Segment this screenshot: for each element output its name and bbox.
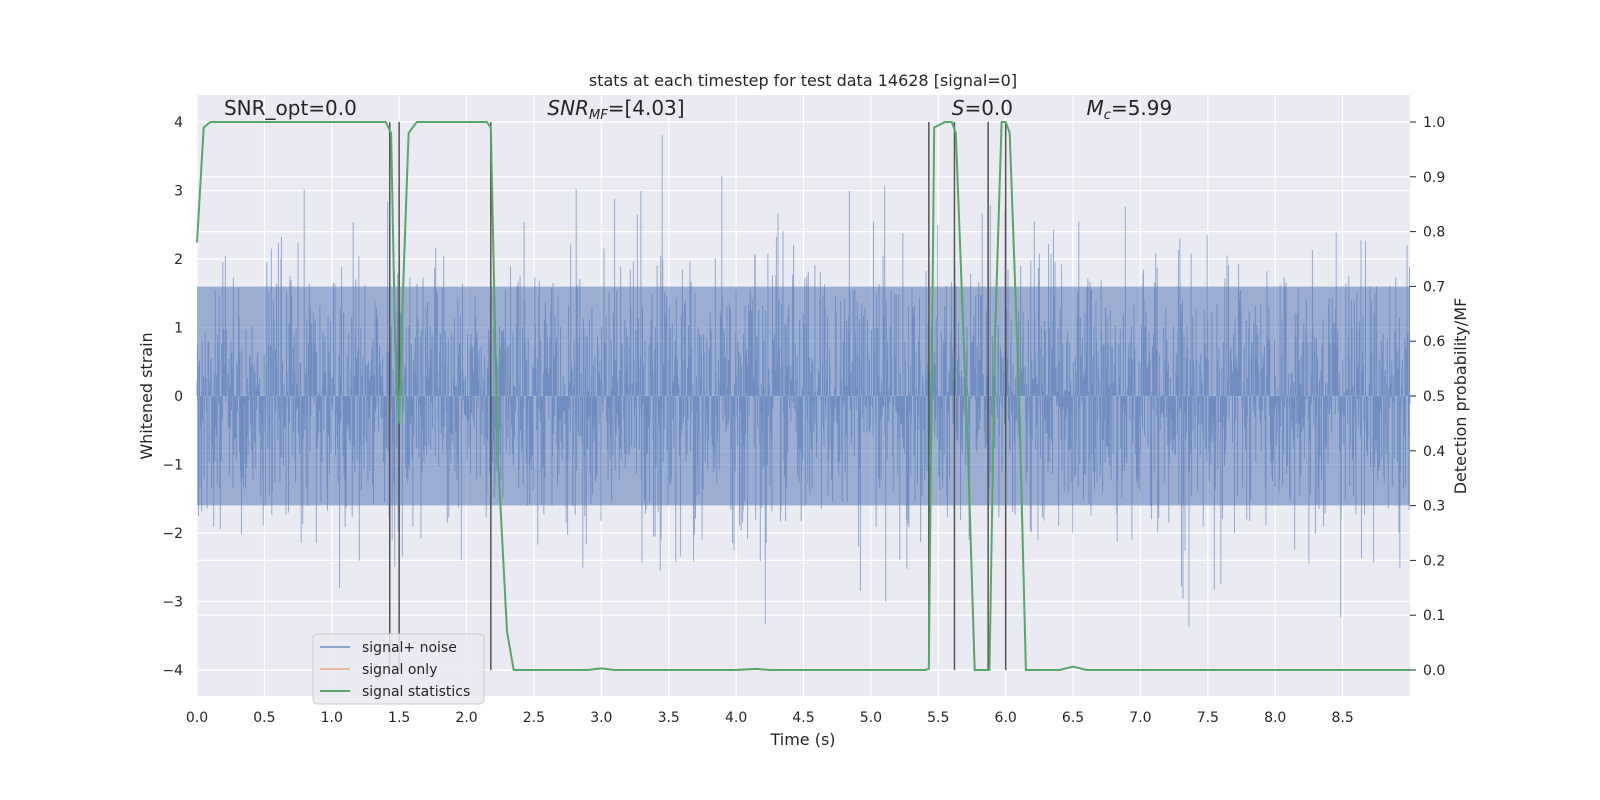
y-tick-label-2: −2 — [162, 526, 183, 542]
y-tick-label-7: 3 — [174, 184, 183, 200]
vertical-markers — [388, 122, 1007, 670]
series-signal-statistics — [196, 121, 1410, 671]
x-tick-label-12: 6.0 — [995, 710, 1017, 726]
annotation-1: SNRMF=[4.03] — [547, 96, 684, 123]
x-axis-label: Time (s) — [769, 730, 835, 749]
x-tick-label-11: 5.5 — [927, 710, 949, 726]
x-tick-label-1: 0.5 — [253, 710, 275, 726]
y2-tick-label-8: 0.8 — [1423, 225, 1445, 241]
x-tick-label-15: 7.5 — [1197, 710, 1219, 726]
y2-tick-label-2: 0.2 — [1423, 553, 1445, 569]
y2-tick-label-6: 0.6 — [1423, 334, 1445, 350]
x-tick-label-5: 2.5 — [523, 710, 545, 726]
chart-title: stats at each timestep for test data 146… — [589, 71, 1017, 90]
annotations: SNR_opt=0.0 SNRMF=[4.03] S=0.0 Mc=5.99 — [224, 96, 1172, 123]
annotation-3: Mc=5.99 — [1087, 96, 1173, 123]
y2-tick-label-10: 1.0 — [1423, 115, 1445, 131]
x-tick-label-14: 7.0 — [1129, 710, 1151, 726]
signal-statistics-line — [196, 121, 1410, 671]
x-tick-label-3: 1.5 — [388, 710, 410, 726]
y-tick-label-3: −1 — [162, 458, 183, 474]
legend-box — [312, 633, 485, 705]
y2-tick-label-3: 0.3 — [1423, 499, 1445, 515]
legend-label-signal-noise: signal+ noise — [362, 640, 457, 656]
y-tick-label-8: 4 — [174, 115, 183, 131]
annotation-2: S=0.0 — [952, 96, 1013, 120]
y-axis-label: Whitened strain — [137, 332, 156, 459]
legend: signal+ noise signal only signal statist… — [312, 633, 485, 705]
y-tick-label-6: 2 — [174, 252, 183, 268]
x-tick-label-8: 4.0 — [725, 710, 747, 726]
y2-tick-label-9: 0.9 — [1423, 170, 1445, 186]
x-tick-label-13: 6.5 — [1062, 710, 1084, 726]
y2-axis-label: Detection probability/MF — [1451, 298, 1470, 495]
y2-tick-label-5: 0.5 — [1423, 389, 1445, 405]
x-tick-label-16: 8.0 — [1264, 710, 1286, 726]
y2-tick-label-4: 0.4 — [1423, 444, 1445, 460]
legend-label-signal-only: signal only — [362, 662, 437, 678]
x-tick-label-9: 4.5 — [792, 710, 814, 726]
x-tick-label-2: 1.0 — [321, 710, 343, 726]
y2-tick-label-7: 0.7 — [1423, 279, 1445, 295]
y2-tick-label-1: 0.1 — [1423, 608, 1445, 624]
y-axis-ticks: −4 −3 −2 −1 0 1 2 3 4 — [162, 115, 183, 679]
x-tick-label-10: 5.0 — [860, 710, 882, 726]
x-tick-label-4: 2.0 — [455, 710, 477, 726]
legend-label-signal-statistics: signal statistics — [362, 684, 470, 700]
y2-axis-ticks: 0.0 0.1 0.2 0.3 0.4 0.5 0.6 0.7 0.8 0.9 1.0 — [1410, 115, 1445, 679]
y2-tick-label-0: 0.0 — [1423, 663, 1445, 679]
x-tick-label-17: 8.5 — [1331, 710, 1353, 726]
x-tick-label-7: 3.5 — [658, 710, 680, 726]
x-axis-ticks: 0.0 0.5 1.0 1.5 2.0 2.5 3.0 3.5 4.0 4.5 5.0 5.5 6.0 6… — [186, 710, 1354, 726]
y-tick-label-0: −4 — [162, 663, 183, 679]
y-tick-label-5: 1 — [174, 321, 183, 337]
annotation-0: SNR_opt=0.0 — [224, 96, 357, 120]
x-tick-label-0: 0.0 — [186, 710, 208, 726]
x-tick-label-6: 3.0 — [590, 710, 612, 726]
y-tick-label-4: 0 — [174, 389, 183, 405]
y-tick-label-1: −3 — [162, 595, 183, 611]
